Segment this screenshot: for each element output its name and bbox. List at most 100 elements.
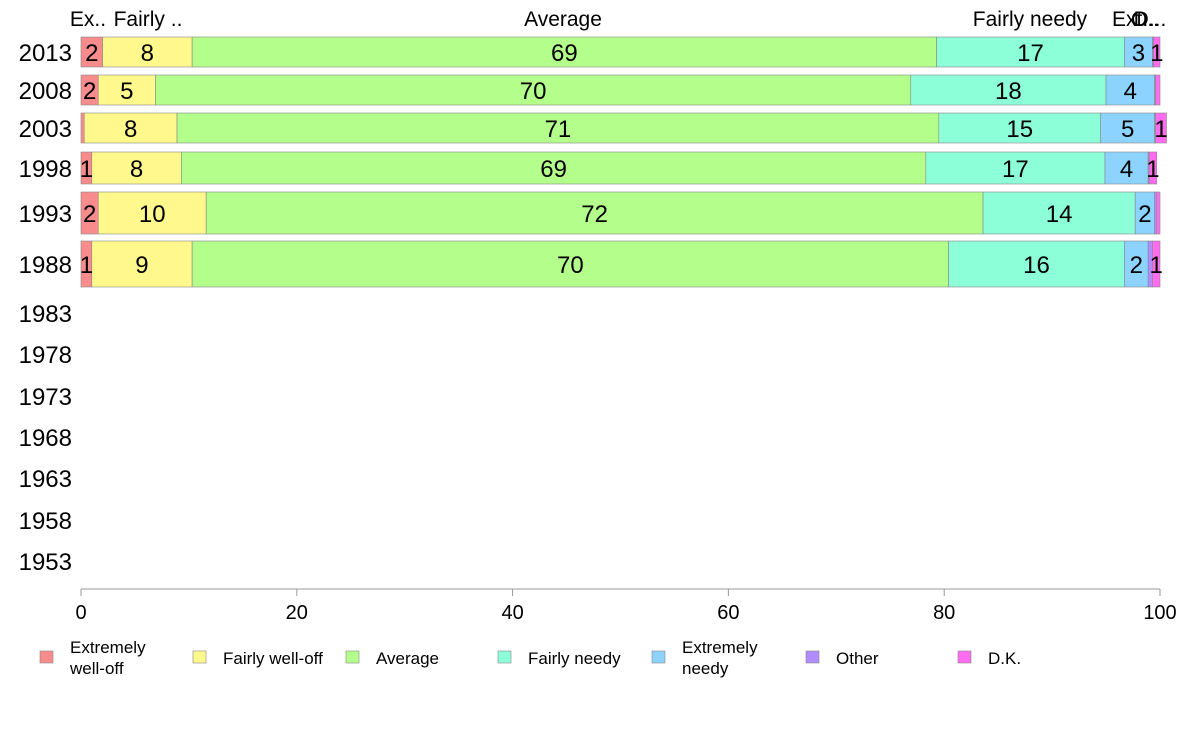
y-tick-label: 2003 <box>19 116 72 143</box>
series-top-label: Ext.. <box>1112 8 1154 31</box>
segment-value-label: 17 <box>1002 156 1029 183</box>
bar-segment <box>1155 112 1167 144</box>
y-tick-label: 2013 <box>19 40 72 67</box>
x-tick-label: 60 <box>717 602 739 624</box>
x-tick-label: 100 <box>1143 602 1176 624</box>
segment-value-label: 1 <box>80 156 93 183</box>
bar-segment <box>1153 36 1161 68</box>
bar-segment <box>97 74 156 106</box>
x-tick-label: 20 <box>286 602 308 624</box>
segment-value-label: 16 <box>1023 252 1050 279</box>
bar-segment <box>91 151 182 185</box>
y-tick-label: 1978 <box>19 342 72 369</box>
x-axis: 0 20 40 60 80 100 <box>75 588 1177 624</box>
segment-value-label: 10 <box>139 201 166 228</box>
segment-value-label: 15 <box>1006 116 1033 143</box>
segment-value-label: 18 <box>995 78 1022 105</box>
segment-value-label: 2 <box>83 201 96 228</box>
legend: Extremely well-off Fairly well-off Average F… <box>39 638 1021 678</box>
segment-value-label: 70 <box>520 78 547 105</box>
y-tick-label: 1983 <box>19 301 72 328</box>
bar-segment <box>155 74 912 106</box>
bar-segment <box>1155 74 1161 106</box>
legend-label: Fairly well-off <box>223 649 323 668</box>
series-top-label: Fairly .. <box>114 8 183 31</box>
x-tick-label: 80 <box>933 602 955 624</box>
legend-label: Extremely <box>70 638 146 657</box>
segment-value-label: 14 <box>1046 201 1073 228</box>
y-tick-label: 1988 <box>19 252 72 279</box>
segment-value-label: 3 <box>1132 40 1145 67</box>
bar-segment <box>191 240 949 288</box>
bar-segment <box>191 36 937 68</box>
y-tick-label: 1958 <box>19 508 72 535</box>
segment-value-label: 1 <box>1154 116 1167 143</box>
bar-segment <box>1124 36 1153 68</box>
legend-label: Extremely <box>682 638 758 657</box>
bar-segment <box>938 112 1101 144</box>
legend-label: D.K. <box>988 649 1021 668</box>
bar-segment <box>982 191 1136 235</box>
x-tick-label: 0 <box>75 602 86 624</box>
legend-label: Fairly needy <box>528 649 621 668</box>
segment-value-label: 71 <box>545 116 572 143</box>
series-top-label: Average <box>524 8 602 31</box>
segment-value-label: 2 <box>83 78 96 105</box>
series-top-label: O.. <box>1131 8 1159 31</box>
y-axis-labels: 2013 2008 2003 1998 1993 1988 1983 1978 1973 1968… <box>19 40 72 576</box>
segment-value-label: 2 <box>85 40 98 67</box>
segment-value-label: 8 <box>124 116 137 143</box>
segment-value-label: 17 <box>1017 40 1044 67</box>
segment-value-label: 69 <box>540 156 567 183</box>
bar-segment <box>1148 151 1158 185</box>
segment-value-label: 1 <box>80 252 93 279</box>
legend-label: Other <box>836 649 879 668</box>
bar-segment <box>181 151 927 185</box>
segment-value-label: 8 <box>141 40 154 67</box>
y-tick-label: 1998 <box>19 156 72 183</box>
series-top-label: Ex.. <box>70 8 106 31</box>
segment-value-label: 4 <box>1124 78 1137 105</box>
y-tick-label: 1993 <box>19 201 72 228</box>
segment-value-label: 4 <box>1120 156 1133 183</box>
bar-segment <box>205 191 984 235</box>
y-tick-label: 2008 <box>19 78 72 105</box>
segment-value-label: 1 <box>1150 252 1163 279</box>
y-tick-label: 1973 <box>19 384 72 411</box>
segment-value-label: 1 <box>1150 40 1163 67</box>
bar-segment <box>1152 240 1161 288</box>
legend-label: Average <box>376 649 439 668</box>
legend-swatch <box>39 650 54 664</box>
segment-value-label: 2 <box>1130 252 1143 279</box>
legend-label: needy <box>682 659 729 678</box>
segment-value-label: 70 <box>557 252 584 279</box>
bar-segment <box>80 112 85 144</box>
bar-segment <box>1105 74 1155 106</box>
bar-segment <box>1100 112 1155 144</box>
segment-value-label: 2 <box>1138 201 1151 228</box>
legend-swatch <box>497 650 512 664</box>
bar-segment <box>936 36 1125 68</box>
segment-value-label: 72 <box>581 201 608 228</box>
bar-segment <box>1104 151 1149 185</box>
legend-swatch <box>957 650 972 664</box>
bars-layer <box>80 36 1167 288</box>
segment-value-label: 5 <box>1121 116 1134 143</box>
series-top-label: Fairly needy <box>973 8 1088 31</box>
bar-segment <box>1156 191 1161 235</box>
legend-swatch <box>345 650 360 664</box>
segment-value-label: 1 <box>1146 156 1159 183</box>
legend-swatch <box>805 650 820 664</box>
bar-segment <box>83 112 178 144</box>
series-top-label: D... <box>1134 8 1167 31</box>
bar-segment <box>102 36 193 68</box>
bar-segment <box>176 112 940 144</box>
y-tick-label: 1963 <box>19 466 72 493</box>
bar-segment <box>97 191 207 235</box>
top-labels-layer: Ex.. Fairly .. Average Fairly needy Ext..O..… <box>70 8 1166 31</box>
segment-value-label: 5 <box>120 78 133 105</box>
bar-segment <box>1154 191 1158 235</box>
segment-value-label: 8 <box>130 156 143 183</box>
segment-value-label: 69 <box>551 40 578 67</box>
y-tick-label: 1953 <box>19 549 72 576</box>
